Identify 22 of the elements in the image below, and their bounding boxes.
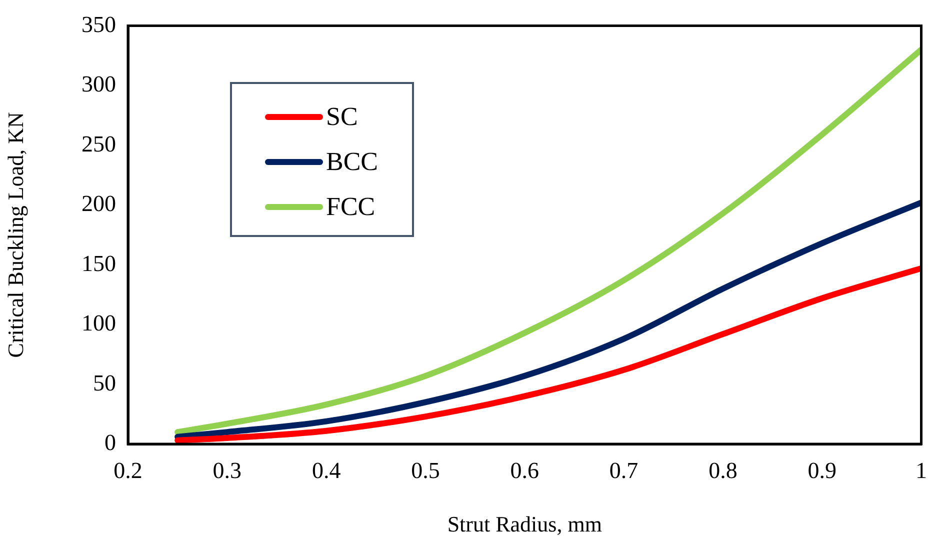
legend-label: BCC — [326, 146, 378, 176]
y-tick-label: 150 — [82, 250, 116, 276]
y-tick-label: 200 — [82, 191, 116, 216]
legend-label: SC — [326, 102, 358, 132]
x-tick-label: 0.6 — [510, 458, 539, 483]
y-tick-label: 250 — [82, 131, 116, 156]
x-axis-title: Strut Radius, mm — [447, 512, 602, 537]
y-tick-label: 50 — [93, 370, 116, 396]
x-tick-label: 0.4 — [312, 458, 342, 483]
y-axis-title: Critical Buckling Load, KN — [2, 112, 28, 358]
x-tick-label: 0.5 — [411, 458, 440, 483]
x-tick-label: 0.3 — [212, 458, 242, 483]
y-tick-label: 300 — [82, 72, 116, 97]
x-tick-label: 0.2 — [114, 458, 142, 483]
y-tick-label: 100 — [82, 310, 116, 336]
y-tick-label: 0 — [104, 430, 116, 456]
x-tick-label: 0.8 — [708, 458, 738, 483]
x-tick-label: 0.7 — [609, 458, 638, 483]
x-tick-label: 0.9 — [808, 458, 836, 483]
y-tick-label: 350 — [82, 12, 116, 37]
legend-label: FCC — [326, 192, 376, 222]
x-tick-label: 1 — [916, 458, 927, 483]
